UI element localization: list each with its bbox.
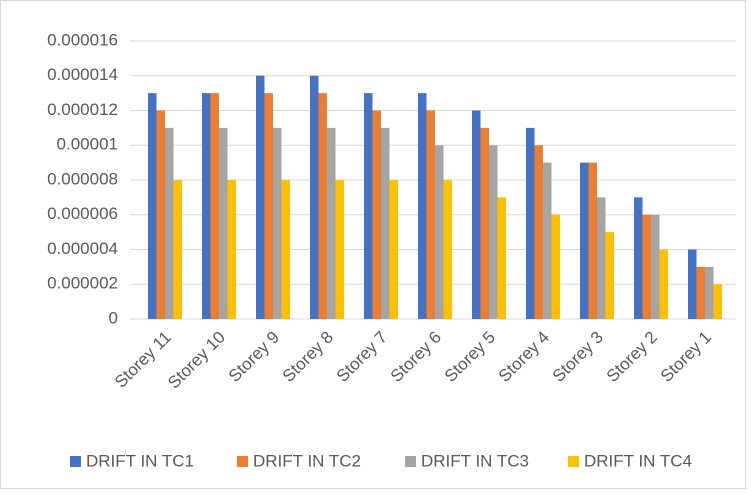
bar: [165, 127, 174, 319]
bar: [642, 214, 651, 319]
bar: [389, 180, 398, 319]
bar: [435, 145, 444, 319]
bar: [281, 180, 290, 319]
bar: [264, 93, 273, 319]
bar: [443, 180, 452, 319]
legend-label: DRIFT IN TC4: [584, 451, 692, 470]
y-tick-label: 0.000012: [47, 100, 118, 119]
bar: [156, 110, 165, 319]
legend-swatch: [568, 456, 579, 467]
bar: [310, 75, 319, 319]
bar: [219, 127, 228, 319]
bar: [227, 180, 236, 319]
bar: [480, 127, 489, 319]
bar: [418, 93, 427, 319]
y-tick-label: 0.00001: [57, 135, 118, 154]
legend-swatch: [237, 456, 248, 467]
y-tick-label: 0.000004: [47, 239, 118, 258]
y-tick-label: 0.000006: [47, 204, 118, 223]
bar: [534, 145, 543, 319]
bar: [327, 127, 336, 319]
y-tick-label: 0.000002: [47, 274, 118, 293]
bar: [210, 93, 219, 319]
bar: [472, 110, 481, 319]
legend-label: DRIFT IN TC1: [86, 451, 194, 470]
bar: [588, 162, 597, 319]
bar: [634, 197, 643, 319]
bar: [381, 127, 390, 319]
legend-label: DRIFT IN TC3: [421, 451, 529, 470]
bar: [173, 180, 182, 319]
bar: [202, 93, 211, 319]
bar: [148, 93, 157, 319]
y-tick-label: 0.000008: [47, 169, 118, 188]
legend-label: DRIFT IN TC2: [253, 451, 361, 470]
bar: [335, 180, 344, 319]
bar: [713, 284, 722, 319]
bar: [364, 93, 373, 319]
bar: [605, 232, 614, 319]
legend-swatch: [70, 456, 81, 467]
bar: [651, 214, 660, 319]
bar: [659, 249, 668, 319]
bar: [551, 214, 560, 319]
bar: [318, 93, 327, 319]
y-tick-label: 0.000016: [47, 30, 118, 49]
bar: [543, 162, 552, 319]
y-tick-label: 0: [109, 308, 118, 327]
bar: [497, 197, 506, 319]
legend-swatch: [405, 456, 416, 467]
bar: [489, 145, 498, 319]
y-tick-label: 0.000014: [47, 65, 118, 84]
bar: [526, 127, 535, 319]
bar: [256, 75, 265, 319]
bar: [426, 110, 435, 319]
bar: [580, 162, 589, 319]
bar: [705, 266, 714, 319]
bar: [597, 197, 606, 319]
bar: [696, 266, 705, 319]
bar: [688, 249, 697, 319]
bar: [372, 110, 381, 319]
bar: [273, 127, 282, 319]
